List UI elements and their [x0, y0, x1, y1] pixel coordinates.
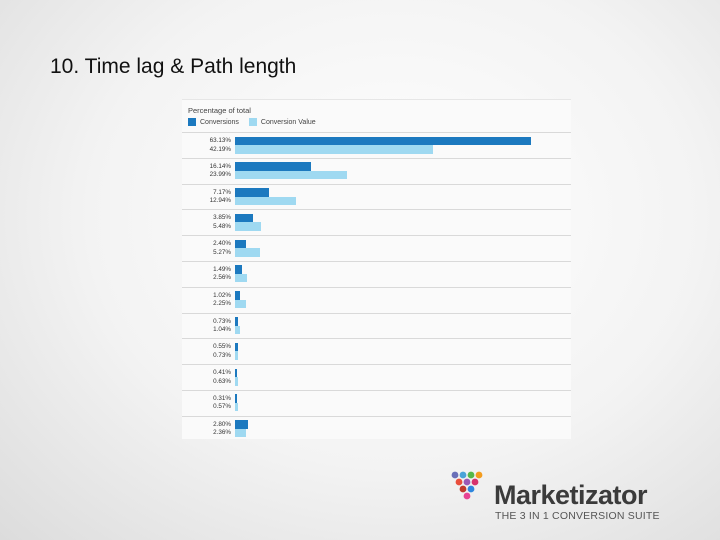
- conversions-data-label: 1.02%: [213, 291, 231, 299]
- conversion-value-data-label: 2.56%: [213, 274, 231, 282]
- chart-title: Percentage of total: [188, 106, 251, 115]
- conversions-data-label: 16.14%: [209, 162, 231, 170]
- conversion-value-bar[interactable]: [235, 351, 239, 360]
- logo-dot: [459, 485, 467, 493]
- conversion-value-data-label: 2.36%: [213, 429, 231, 437]
- logo-dot: [467, 471, 475, 479]
- legend-label-conversion-value: Conversion Value: [260, 118, 316, 126]
- conversion-value-data-label: 23.99%: [209, 171, 231, 179]
- conversions-data-label: 0.31%: [213, 394, 231, 402]
- chart-row: 0.31% 0.57%: [182, 389, 571, 416]
- conversion-value-data-label: 5.48%: [213, 222, 231, 230]
- conversion-value-bar[interactable]: [235, 145, 433, 154]
- logo-dot: [467, 485, 475, 493]
- chart-row: 0.73% 1.04%: [182, 312, 571, 339]
- logo-brand-name: Marketizator: [494, 480, 648, 510]
- logo-dot: [471, 478, 479, 486]
- conversions-bar[interactable]: [235, 420, 249, 429]
- logo-dot: [463, 492, 471, 500]
- conversions-bar[interactable]: [235, 213, 254, 223]
- conversions-bar[interactable]: [235, 394, 237, 403]
- conversion-value-data-label: 2.25%: [213, 300, 231, 308]
- legend-item-conversion-value[interactable]: Conversion Value: [248, 118, 316, 126]
- conversions-bar[interactable]: [235, 317, 239, 326]
- chart-row: 2.40% 5.27%: [182, 235, 571, 261]
- conversion-value-bar[interactable]: [235, 248, 260, 257]
- chart-rows: 63.13% 42.19% 16.14% 23.99% 7.17% 12.94% 3.85%…: [182, 132, 571, 442]
- conversion-value-bar[interactable]: [235, 222, 261, 231]
- conversion-value-data-label: 5.27%: [213, 248, 231, 256]
- slide-title: 10. Time lag & Path length: [50, 55, 297, 78]
- conversion-value-bar[interactable]: [235, 377, 238, 386]
- logo-mark-icon: [451, 471, 483, 500]
- legend-swatch-conversions: [188, 118, 196, 126]
- conversions-data-label: 7.17%: [213, 188, 231, 196]
- conversion-value-data-label: 42.19%: [209, 145, 231, 153]
- legend-label-conversions: Conversions: [200, 118, 239, 126]
- conversions-data-label: 0.73%: [213, 317, 231, 325]
- logo-dot: [459, 471, 467, 479]
- conversions-bar[interactable]: [235, 136, 531, 145]
- chart-row: 7.17% 12.94%: [182, 183, 571, 210]
- logo-dot: [463, 478, 471, 486]
- logo-dot: [455, 478, 463, 486]
- conversion-value-bar[interactable]: [235, 196, 296, 206]
- conversions-data-label: 0.55%: [213, 343, 231, 351]
- conversions-bar[interactable]: [235, 342, 238, 352]
- conversion-value-data-label: 0.57%: [213, 403, 231, 411]
- marketizator-logo: Marketizator THE 3 IN 1 CONVERSION SUITE: [448, 470, 678, 530]
- conversions-bar[interactable]: [235, 265, 242, 274]
- conversion-value-bar[interactable]: [235, 273, 247, 283]
- conversion-value-bar[interactable]: [235, 325, 240, 335]
- logo-tagline: THE 3 IN 1 CONVERSION SUITE: [495, 510, 660, 522]
- conversions-data-label: 2.40%: [213, 240, 231, 248]
- conversion-value-data-label: 0.73%: [213, 351, 231, 359]
- conversion-value-data-label: 12.94%: [209, 197, 231, 205]
- conversions-data-label: 1.49%: [213, 265, 231, 273]
- conversions-bar[interactable]: [235, 368, 237, 378]
- chart-row: 1.02% 2.25%: [182, 286, 571, 313]
- legend-item-conversions[interactable]: Conversions: [188, 118, 239, 126]
- conversions-bar[interactable]: [235, 239, 247, 249]
- chart-row: 3.85% 5.48%: [182, 209, 571, 235]
- conversions-bar[interactable]: [235, 162, 311, 171]
- conversion-value-data-label: 0.63%: [213, 377, 231, 385]
- chart-row: 63.13% 42.19%: [182, 132, 571, 158]
- logo-dot: [451, 471, 459, 479]
- chart-row: 2.80% 2.36%: [182, 415, 571, 442]
- chart-row: 0.41% 0.63%: [182, 364, 571, 390]
- legend-swatch-conversion-value: [248, 118, 257, 126]
- conversion-value-bar[interactable]: [235, 170, 348, 180]
- conversions-data-label: 2.80%: [213, 420, 231, 428]
- conversion-value-bar[interactable]: [235, 428, 247, 438]
- conversions-bar[interactable]: [235, 291, 240, 300]
- bar-chart: Percentage of total Conversions Conversi…: [182, 99, 571, 439]
- conversion-value-bar[interactable]: [235, 299, 246, 309]
- chart-row: 16.14% 23.99%: [182, 157, 571, 184]
- conversion-value-bar[interactable]: [235, 402, 238, 412]
- legend: Conversions Conversion Value: [188, 118, 326, 126]
- conversions-data-label: 3.85%: [213, 214, 231, 222]
- conversions-bar[interactable]: [235, 188, 269, 197]
- conversions-data-label: 0.41%: [213, 369, 231, 377]
- conversions-data-label: 63.13%: [209, 137, 231, 144]
- logo-dot: [475, 471, 483, 479]
- chart-row: 0.55% 0.73%: [182, 338, 571, 364]
- conversion-value-data-label: 1.04%: [213, 326, 231, 334]
- chart-row: 1.49% 2.56%: [182, 260, 571, 287]
